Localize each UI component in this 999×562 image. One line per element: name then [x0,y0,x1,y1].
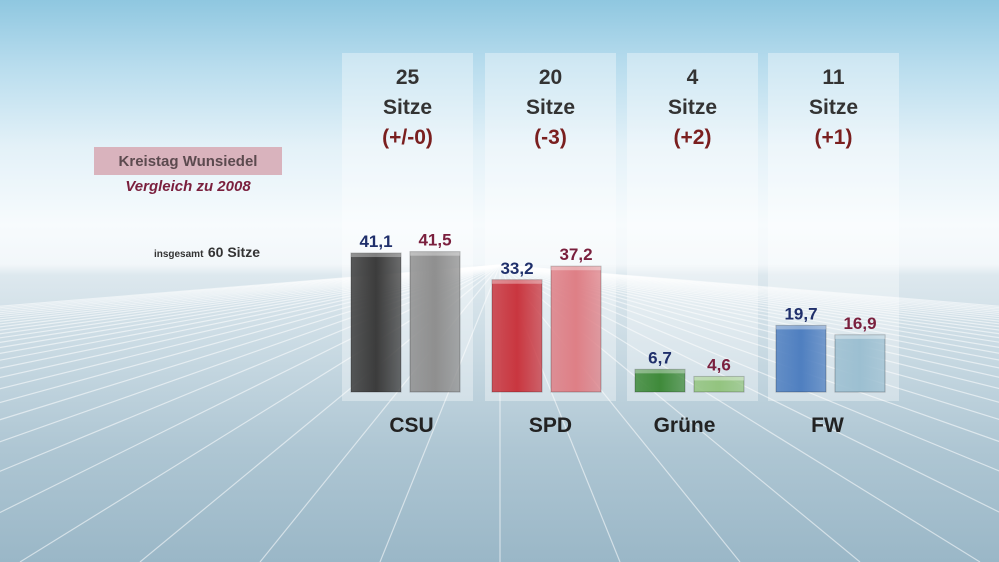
data-label: 37,2 [559,245,592,264]
seats-block-spd: 20 Sitze (-3) [485,53,616,153]
floor-line [0,264,501,335]
bar-fw-previous [834,334,886,393]
bar-grüne-previous [693,375,745,393]
seats-block-csu: 25 Sitze (+/-0) [342,53,473,153]
floor-line [499,264,999,390]
seats-change: (+2) [673,126,712,149]
floor-line [499,264,999,335]
floor-line [0,264,501,404]
bar-csu-current [350,252,402,393]
bar-top-highlight [835,334,885,339]
seats-change: (-3) [534,126,567,149]
party-label-csu: CSU [389,414,434,437]
bar-grüne-current [634,368,686,393]
party-label-spd: SPD [528,414,573,437]
seats-word: Sitze [525,96,575,119]
total-seats: insgesamt 60 Sitze [90,244,260,262]
floor-line [499,264,999,403]
floor-line [0,264,501,349]
floor-line [0,264,501,369]
floor-line [499,264,999,320]
seats-word: Sitze [667,96,717,119]
floor-line [379,264,501,562]
floor-line [499,264,999,369]
seats-count: 25 [395,66,420,89]
floor-line [499,264,999,325]
floor-line [499,264,999,348]
seats-count: 11 [822,66,845,89]
bar-fw-current [775,324,827,393]
data-label: 41,1 [359,232,392,251]
seats-block-gruene: 4 Sitze (+2) [627,53,758,153]
total-value: 60 Sitze [207,244,260,260]
floor-line [0,264,501,390]
bar-top-highlight [635,369,685,374]
bar-top-highlight [551,266,601,271]
floor-line [0,264,501,355]
floor-line [0,264,501,421]
seats-block-fw: 11 Sitze (+1) [768,53,899,153]
seats-word: Sitze [808,96,858,119]
party-panel-gruene [627,53,758,401]
floor-line [0,264,501,322]
bar-top-highlight [351,253,401,258]
floor-line [499,264,999,343]
floor-line [499,264,999,443]
data-label: 6,7 [648,348,672,367]
party-label-gruene: Grüne [653,414,716,437]
data-label: 33,2 [500,259,533,278]
floor-line [0,264,501,343]
chart-title: Kreistag Wunsiedel [94,147,282,175]
floor-line [499,264,999,472]
floor-line [499,264,999,361]
bar-spd-current [491,279,543,393]
bar-top-highlight [776,325,826,330]
floor-line [499,264,999,322]
floor-line [499,264,999,378]
floor-line [0,264,501,379]
floor-line [0,264,501,318]
floor-line [499,264,999,318]
bar-top-highlight [694,376,744,381]
bar-spd-previous [550,265,602,393]
floor-line [499,264,999,421]
floor-line [499,264,999,339]
data-label: 16,9 [843,314,876,333]
bar-csu-previous [409,251,461,393]
floor-line [0,264,501,328]
seats-count: 4 [686,66,699,89]
floor-line [0,264,501,361]
seats-word: Sitze [382,96,432,119]
data-label: 19,7 [784,304,817,323]
party-label-fw: FW [811,414,844,437]
chart-subtitle: Vergleich zu 2008 [125,178,251,195]
floor-line [499,264,999,331]
bar-top-highlight [410,251,460,256]
floor-line [499,264,999,328]
data-label: 41,5 [418,231,451,250]
data-label: 4,6 [707,355,731,374]
seats-change: (+1) [814,126,853,149]
floor-line [0,264,501,331]
total-prefix: insgesamt [153,249,204,260]
floor-line [0,264,501,339]
floor-line [499,264,999,354]
bar-top-highlight [492,279,542,284]
floor-line [0,264,501,320]
seats-count: 20 [538,66,563,89]
floor-line [0,264,501,325]
seats-change: (+/-0) [382,126,433,149]
